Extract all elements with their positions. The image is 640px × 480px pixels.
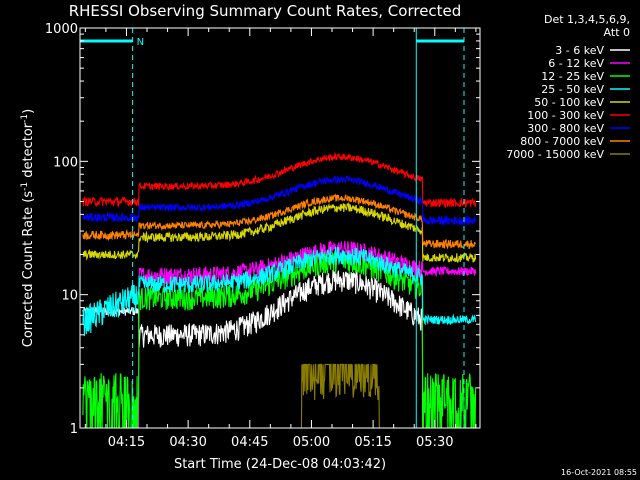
x-tick-label: 05:00 [293, 435, 330, 450]
legend-label: 300 - 800 keV [527, 122, 604, 135]
y-tick-label: 1000 [45, 22, 78, 37]
night-marker-label: N [137, 37, 144, 48]
series-line-300-800keV [82, 175, 477, 226]
series-line-800-7000keV [82, 193, 476, 250]
legend-header-line2: Att 0 [604, 26, 630, 39]
series-line-25-50keV [82, 246, 477, 337]
legend-label: 12 - 25 keV [541, 70, 604, 83]
legend-label: 6 - 12 keV [548, 57, 604, 70]
footer-timestamp: 16-Oct-2021 08:55 [561, 468, 637, 477]
x-tick-label: 05:30 [416, 435, 453, 450]
y-tick-label: 1 [70, 422, 78, 437]
legend-label: 50 - 100 keV [534, 96, 604, 109]
x-tick-label: 04:45 [231, 435, 268, 450]
x-tick-label: 05:15 [354, 435, 391, 450]
legend-header-line1: Det 1,3,4,5,6,9, [544, 13, 630, 26]
y-tick-label: 100 [53, 155, 78, 170]
y-axis: 1 10 100 1000 [45, 22, 480, 437]
series-line-100-300keV [82, 152, 477, 209]
legend-label: 100 - 300 keV [527, 109, 604, 122]
legend-label: 800 - 7000 keV [520, 135, 604, 148]
series-layer [82, 152, 477, 428]
chart-title: RHESSI Observing Summary Count Rates, Co… [69, 2, 462, 20]
x-tick-label: 04:30 [169, 435, 206, 450]
legend-label: 7000 - 15000 keV [506, 148, 604, 161]
y-tick-label: 10 [61, 289, 78, 304]
legend-label: 3 - 6 keV [555, 44, 604, 57]
x-tick-label: 04:15 [108, 435, 145, 450]
y-axis-label: Corrected Count Rate (s-1 detector-1) [20, 109, 36, 347]
plot-frame [79, 27, 481, 429]
x-axis-label: Start Time (24-Dec-08 04:03:42) [174, 457, 386, 472]
x-axis: 04:15 04:30 04:45 05:00 05:15 05:30 [84, 28, 477, 450]
series-line-50-100keV [82, 201, 477, 264]
series-line-3-6keV [82, 269, 424, 428]
legend-label: 25 - 50 keV [541, 83, 604, 96]
